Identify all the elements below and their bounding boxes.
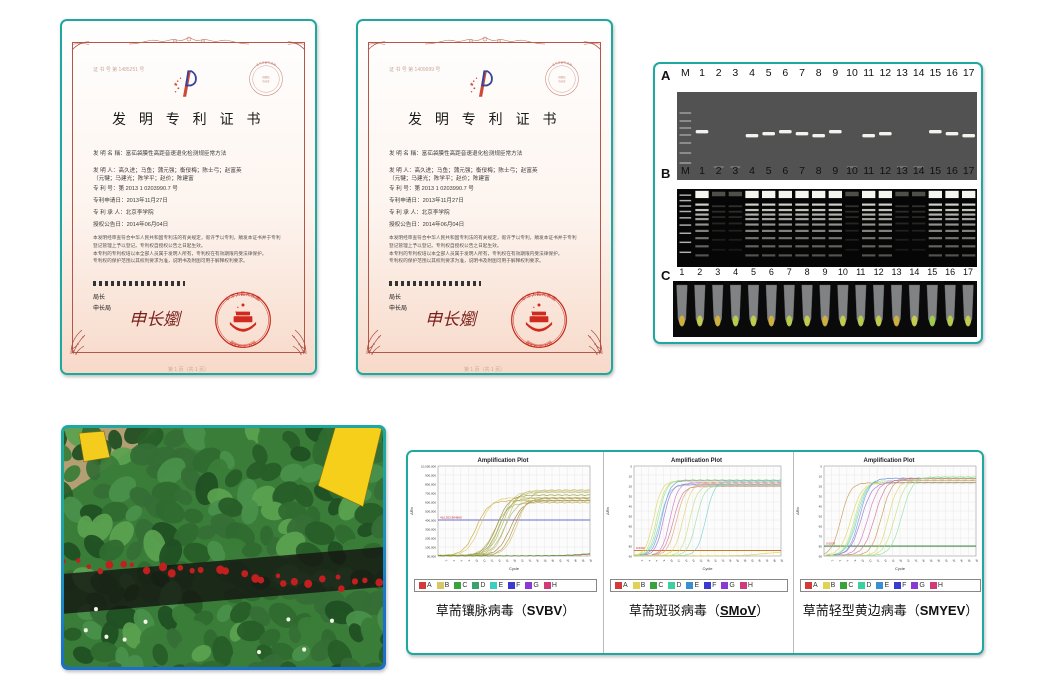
- svg-text:60: 60: [819, 525, 823, 529]
- svg-text:10: 10: [819, 475, 823, 479]
- svg-text:ΔRn: ΔRn: [605, 507, 610, 515]
- svg-text:800,000: 800,000: [425, 483, 436, 487]
- svg-text:中华人民共和国: 中华人民共和国: [520, 291, 557, 303]
- svg-text:20: 20: [629, 485, 633, 489]
- svg-text:200,000: 200,000: [425, 537, 436, 541]
- svg-text:700,000: 700,000: [425, 492, 436, 496]
- svg-text:局长章: 局长章: [559, 79, 567, 83]
- svg-text:30: 30: [629, 495, 633, 499]
- svg-text:Amplification Plot: Amplification Plot: [478, 458, 529, 464]
- svg-text:50: 50: [629, 515, 633, 519]
- svg-text:10: 10: [629, 475, 633, 479]
- svg-text:证书核审专用章: 证书核审专用章: [551, 61, 573, 67]
- svg-text:410,923.804800: 410,923.804800: [440, 516, 462, 520]
- svg-text:Cycle: Cycle: [702, 566, 713, 571]
- svg-text:30: 30: [819, 495, 823, 499]
- svg-text:中华人民共和国: 中华人民共和国: [224, 291, 261, 303]
- svg-text:100,000: 100,000: [425, 546, 436, 550]
- svg-text:40: 40: [629, 505, 633, 509]
- svg-text:600,000: 600,000: [425, 501, 436, 505]
- svg-text:90: 90: [629, 555, 633, 559]
- svg-text:Cycle: Cycle: [509, 566, 520, 571]
- svg-text:证书核审专用章: 证书核审专用章: [255, 61, 277, 67]
- svg-text:300,000: 300,000: [425, 528, 436, 532]
- svg-text:Cycle: Cycle: [895, 566, 906, 571]
- svg-text:Amplification Plot: Amplification Plot: [671, 458, 722, 464]
- svg-text:70: 70: [629, 535, 633, 539]
- svg-text:局长章: 局长章: [263, 79, 271, 83]
- svg-text:900,000: 900,000: [425, 474, 436, 478]
- svg-text:20: 20: [819, 485, 823, 489]
- svg-text:00,000: 00,000: [427, 555, 437, 559]
- svg-text:400,000: 400,000: [425, 519, 436, 523]
- svg-text:10,000,000: 10,000,000: [421, 465, 436, 469]
- svg-text:90: 90: [819, 555, 823, 559]
- svg-text:70: 70: [819, 535, 823, 539]
- svg-text:40: 40: [819, 505, 823, 509]
- svg-text:50: 50: [819, 515, 823, 519]
- svg-text:80: 80: [819, 545, 823, 549]
- svg-text:ΔRn: ΔRn: [795, 507, 800, 515]
- svg-text:60: 60: [629, 525, 633, 529]
- svg-text:国家知识产权局: 国家知识产权局: [525, 339, 553, 349]
- svg-text:500,000: 500,000: [425, 510, 436, 514]
- svg-text:国家知识产权局: 国家知识产权局: [229, 339, 257, 349]
- svg-text:Amplification Plot: Amplification Plot: [864, 458, 915, 464]
- svg-text:ΔRn: ΔRn: [409, 507, 414, 515]
- svg-text:国知局: 国知局: [559, 75, 567, 79]
- svg-text:80: 80: [629, 545, 633, 549]
- svg-text:国知局: 国知局: [263, 75, 271, 79]
